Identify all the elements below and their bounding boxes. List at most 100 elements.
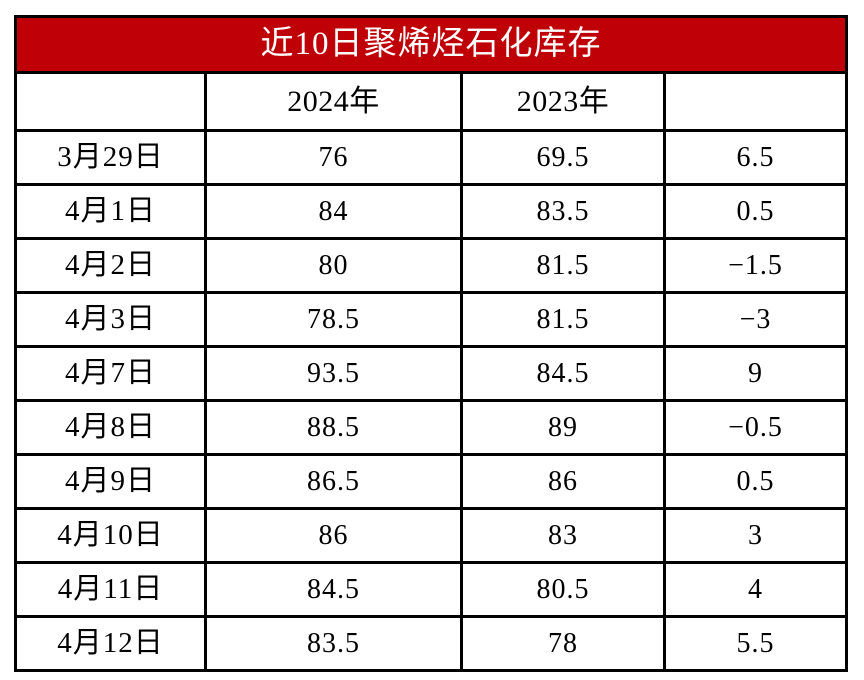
cell-2024-text: 78.5 — [307, 304, 360, 335]
header-cell-date — [14, 71, 207, 132]
cell-2023: 81.5 — [460, 291, 666, 348]
cell-date-text: 3月29日 — [57, 141, 164, 173]
header-cell-difference — [663, 71, 848, 132]
cell-difference-text: 0.5 — [736, 466, 775, 497]
cell-2024: 84 — [204, 183, 463, 240]
table-row: 4月3日 78.5 81.5 −3 — [14, 291, 848, 348]
cell-2023-text: 81.5 — [536, 250, 590, 281]
cell-date: 4月3日 — [14, 291, 207, 348]
cell-difference-text: 4 — [748, 574, 763, 605]
cell-2024-text: 80 — [318, 250, 349, 281]
cell-2023-text: 89 — [548, 412, 578, 443]
table-title-cell: 近10日聚烯烃石化库存 — [14, 15, 848, 74]
table-row: 4月9日 86.5 86 0.5 — [14, 453, 848, 510]
cell-2024-text: 83.5 — [307, 628, 360, 659]
cell-2023: 78 — [460, 615, 666, 672]
table-row: 4月2日 80 81.5 −1.5 — [14, 237, 848, 294]
cell-difference: 0.5 — [663, 453, 848, 510]
cell-difference-text: 0.5 — [736, 196, 775, 227]
cell-date: 4月8日 — [14, 399, 207, 456]
cell-2024: 86.5 — [204, 453, 463, 510]
cell-difference-text: −3 — [739, 304, 772, 335]
cell-date-text: 4月11日 — [57, 573, 164, 605]
cell-date: 4月1日 — [14, 183, 207, 240]
cell-date-text: 4月2日 — [64, 249, 156, 281]
cell-2023: 83.5 — [460, 183, 666, 240]
cell-difference: −3 — [663, 291, 848, 348]
cell-date-text: 4月7日 — [64, 357, 156, 389]
cell-2024-text: 84 — [318, 196, 349, 227]
table-row: 4月12日 83.5 78 5.5 — [14, 615, 848, 672]
table-row: 4月1日 84 83.5 0.5 — [14, 183, 848, 240]
cell-2024: 80 — [204, 237, 463, 294]
cell-date-text: 4月8日 — [64, 411, 156, 443]
header-cell-2023: 2023年 — [460, 71, 666, 132]
table-row: 3月29日 76 69.5 6.5 — [14, 129, 848, 186]
cell-difference: 9 — [663, 345, 848, 402]
table-row: 4月7日 93.5 84.5 9 — [14, 345, 848, 402]
cell-date: 4月12日 — [14, 615, 207, 672]
cell-date: 4月7日 — [14, 345, 207, 402]
cell-date: 4月9日 — [14, 453, 207, 510]
cell-difference-text: 9 — [748, 358, 763, 389]
cell-difference: −0.5 — [663, 399, 848, 456]
cell-2023: 83 — [460, 507, 666, 564]
cell-2024: 76 — [204, 129, 463, 186]
cell-2023-text: 81.5 — [536, 304, 590, 335]
cell-2023-text: 69.5 — [536, 142, 590, 173]
cell-2024-text: 93.5 — [307, 358, 360, 389]
cell-2023: 86 — [460, 453, 666, 510]
cell-difference: 5.5 — [663, 615, 848, 672]
cell-difference: 6.5 — [663, 129, 848, 186]
cell-2024: 78.5 — [204, 291, 463, 348]
cell-2023-text: 80.5 — [536, 574, 590, 605]
cell-2024: 93.5 — [204, 345, 463, 402]
cell-2024-text: 86 — [318, 520, 349, 551]
cell-difference: 4 — [663, 561, 848, 618]
cell-difference-text: −0.5 — [728, 412, 783, 443]
cell-difference: −1.5 — [663, 237, 848, 294]
table-row: 4月8日 88.5 89 −0.5 — [14, 399, 848, 456]
cell-2023: 89 — [460, 399, 666, 456]
cell-2024: 88.5 — [204, 399, 463, 456]
cell-date-text: 4月3日 — [64, 303, 156, 335]
table-title-row: 近10日聚烯烃石化库存 — [14, 15, 848, 74]
page-title: 近10日聚烯烃石化库存 — [260, 26, 602, 62]
cell-date: 4月10日 — [14, 507, 207, 564]
cell-2023: 80.5 — [460, 561, 666, 618]
table-row: 4月11日 84.5 80.5 4 — [14, 561, 848, 618]
header-label-2023: 2023年 — [516, 85, 610, 118]
cell-date: 4月2日 — [14, 237, 207, 294]
cell-2024-text: 86.5 — [307, 466, 360, 497]
cell-date: 4月11日 — [14, 561, 207, 618]
table-body: 近10日聚烯烃石化库存 2024年 2023年 3月29日 7 — [14, 15, 848, 672]
cell-2024-text: 88.5 — [307, 412, 360, 443]
cell-2024: 84.5 — [204, 561, 463, 618]
cell-2023: 69.5 — [460, 129, 666, 186]
cell-difference: 0.5 — [663, 183, 848, 240]
header-label-2024: 2024年 — [287, 85, 380, 118]
cell-date: 3月29日 — [14, 129, 207, 186]
cell-difference-text: 6.5 — [736, 142, 775, 173]
table-row: 4月10日 86 83 3 — [14, 507, 848, 564]
stock-inventory-table: 近10日聚烯烃石化库存 2024年 2023年 3月29日 7 — [14, 15, 848, 672]
cell-2023: 81.5 — [460, 237, 666, 294]
cell-2024-text: 76 — [318, 142, 349, 173]
cell-date-text: 4月9日 — [64, 465, 156, 497]
cell-2023-text: 83.5 — [536, 196, 590, 227]
cell-2023-text: 78 — [548, 628, 578, 659]
cell-2024-text: 84.5 — [307, 574, 360, 605]
cell-2023-text: 86 — [548, 466, 578, 497]
cell-difference: 3 — [663, 507, 848, 564]
cell-2023: 84.5 — [460, 345, 666, 402]
cell-difference-text: −1.5 — [728, 250, 783, 281]
table-header-row: 2024年 2023年 — [14, 71, 848, 132]
cell-date-text: 4月12日 — [57, 627, 164, 659]
header-cell-2024: 2024年 — [204, 71, 463, 132]
cell-2023-text: 84.5 — [536, 358, 590, 389]
cell-2023-text: 83 — [548, 520, 578, 551]
cell-difference-text: 5.5 — [736, 628, 775, 659]
cell-difference-text: 3 — [748, 520, 763, 551]
cell-2024: 86 — [204, 507, 463, 564]
